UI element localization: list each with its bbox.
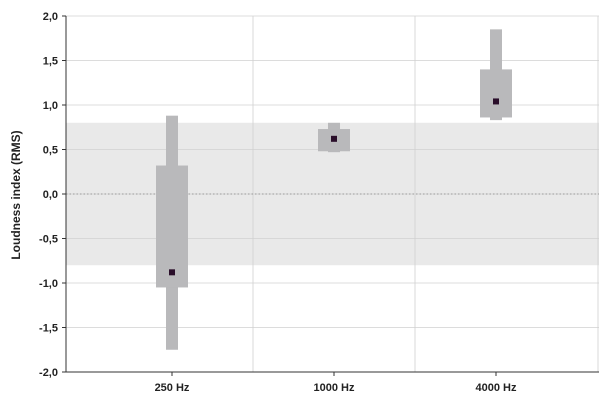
median-marker (331, 135, 337, 142)
y-tick-label: -1,0 (39, 278, 58, 290)
y-tick-label: -1,5 (39, 323, 58, 335)
label-layer: -2,0 -1,5 -1,0 -0,5 0,0 0,5 1,0 1,5 2,0 250 Hz 100… (39, 11, 517, 394)
y-tick-label: 0,5 (43, 145, 58, 157)
median-marker (169, 269, 175, 276)
y-tick-label: 1,0 (43, 100, 58, 112)
y-tick-label: -2,0 (39, 367, 58, 379)
grid-layer (66, 15, 599, 372)
axis-layer (62, 15, 599, 376)
box-layer (156, 29, 512, 350)
median-marker (493, 98, 499, 105)
box-body (480, 69, 512, 118)
x-tick-label: 250 Hz (155, 382, 190, 394)
y-tick-label: -0,5 (39, 234, 58, 246)
box-body (156, 165, 188, 288)
y-tick-label: 2,0 (43, 11, 58, 23)
x-tick-label: 1000 Hz (314, 382, 355, 394)
y-tick-label: 0,0 (43, 189, 58, 201)
y-axis-label: Loudness index (RMS) (9, 130, 23, 259)
y-tick-label: 1,5 (43, 56, 58, 68)
x-tick-label: 4000 Hz (476, 382, 517, 394)
